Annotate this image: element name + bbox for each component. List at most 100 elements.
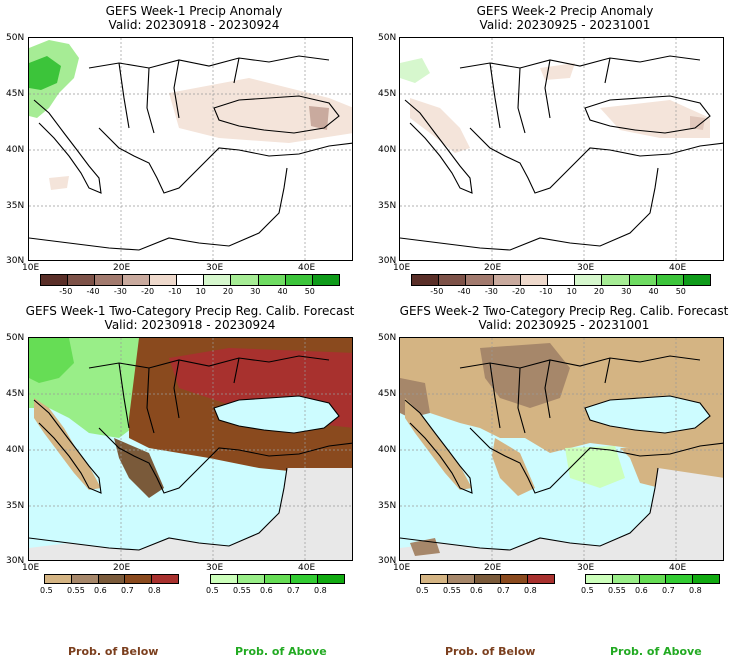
colorbar-segment — [629, 275, 657, 285]
colorbar-label: -40 — [86, 287, 100, 296]
p4-lat-50: 50N — [378, 333, 397, 343]
colorbar-segment — [95, 275, 123, 285]
colorbar-label: -10 — [168, 287, 182, 296]
colorbar-label: 0.5 — [40, 586, 53, 595]
p4-lon-10: 10E — [393, 563, 411, 573]
colorbar-segment — [318, 575, 344, 583]
panel4-title-line2: Valid: 20230925 - 20231001 — [478, 318, 650, 332]
green-anomaly-area — [400, 58, 430, 83]
map-panel2-svg — [400, 38, 723, 260]
colorbar-label: 20 — [222, 287, 234, 296]
colorbar-segment — [520, 275, 548, 285]
p3-lon-10: 10E — [22, 563, 40, 573]
dry-anomaly-small — [49, 176, 69, 190]
colorbar-label: 20 — [593, 287, 605, 296]
colorbar-label: -50 — [430, 287, 444, 296]
colorbar-segment — [68, 275, 96, 285]
p4-below-colorbar — [420, 574, 555, 584]
colorbar-segment — [439, 275, 467, 285]
below-prob-greece — [114, 438, 164, 498]
p4-above-colorbar — [585, 574, 720, 584]
p4-lat-30: 30N — [378, 556, 397, 566]
colorbar-label: 40 — [277, 287, 288, 296]
black-sea — [214, 396, 339, 433]
p4-lat-40: 40N — [378, 445, 397, 455]
colorbar-label: 0.6 — [635, 586, 648, 595]
p1-lon-20: 20E — [113, 263, 131, 273]
green-anomaly-core — [29, 56, 61, 90]
p2-lat-50: 50N — [378, 33, 397, 43]
colorbar-label: 0.7 — [287, 586, 300, 595]
colorbar-segment — [547, 275, 576, 285]
colorbar-segment — [666, 575, 694, 583]
colorbar-segment — [122, 275, 150, 285]
panel1-title: GEFS Week-1 Precip Anomaly Valid: 202309… — [28, 4, 360, 32]
p3-lat-45: 45N — [6, 389, 25, 399]
land-missing — [29, 468, 352, 560]
colorbar-segment — [264, 575, 292, 583]
dry-anomaly-north — [540, 63, 575, 80]
panel3-title-line2: Valid: 20230918 - 20230924 — [104, 318, 276, 332]
p1-anomaly-colorbar — [40, 274, 340, 286]
colorbar-segment — [312, 275, 340, 285]
colorbar-segment — [152, 575, 178, 583]
p4-below-colorbar-labels: 0.5 0.55 0.6 0.7 0.8 — [416, 586, 555, 596]
colorbar-segment — [412, 275, 440, 285]
colorbar-segment — [45, 575, 72, 583]
colorbar-segment — [466, 275, 494, 285]
p1-lat-50: 50N — [6, 33, 25, 43]
map-panel3-svg — [29, 338, 352, 560]
colorbar-label: 0.5 — [581, 586, 594, 595]
p2-lon-30: 30E — [577, 263, 595, 273]
p3-above-colorbar-labels: 0.5 0.55 0.6 0.7 0.8 — [206, 586, 345, 596]
black-sea — [585, 396, 710, 433]
colorbar-label: 0.8 — [689, 586, 702, 595]
p1-lon-30: 30E — [206, 263, 224, 273]
panel1-title-line2: Valid: 20230918 - 20230924 — [108, 18, 280, 32]
colorbar-label: 0.6 — [470, 586, 483, 595]
p3-above-colorbar — [210, 574, 345, 584]
p3-lon-30: 30E — [206, 563, 224, 573]
colorbar-segment — [612, 575, 640, 583]
colorbar-label: 50 — [304, 287, 315, 296]
footer-below-label-left: Prob. of Below — [68, 645, 159, 658]
colorbar-segment — [125, 575, 153, 583]
above-prob-turkey — [565, 446, 625, 488]
colorbar-label: -40 — [457, 287, 471, 296]
colorbar-segment — [501, 575, 529, 583]
p3-lon-20: 20E — [113, 563, 131, 573]
colorbar-label: 0.8 — [314, 586, 327, 595]
colorbar-label: 0.55 — [443, 586, 461, 595]
colorbar-label: 0.7 — [662, 586, 675, 595]
colorbar-label: 50 — [675, 287, 686, 296]
colorbar-segment — [258, 275, 286, 285]
map-panel1-svg — [29, 38, 352, 260]
p4-above-colorbar-labels: 0.5 0.55 0.6 0.7 0.8 — [581, 586, 720, 596]
panel3-title-line1: GEFS Week-1 Two-Category Precip Reg. Cal… — [25, 304, 355, 318]
p1-lat-45: 45N — [6, 89, 25, 99]
colorbar-segment — [71, 575, 99, 583]
colorbar-label: 30 — [250, 287, 261, 296]
colorbar-label: -50 — [59, 287, 73, 296]
colorbar-label: 0.55 — [608, 586, 626, 595]
p4-lat-45: 45N — [378, 389, 397, 399]
panel2-title-line2: Valid: 20230925 - 20231001 — [479, 18, 651, 32]
p2-lon-20: 20E — [484, 263, 502, 273]
below-prob-greece — [492, 438, 535, 496]
colorbar-label: 0.8 — [524, 586, 537, 595]
below-prob-italy — [34, 398, 101, 490]
p3-below-colorbar-labels: 0.5 0.55 0.6 0.7 0.8 — [40, 586, 179, 596]
colorbar-segment — [211, 575, 238, 583]
p3-lat-35: 35N — [6, 501, 25, 511]
dry-anomaly-core — [690, 116, 705, 130]
colorbar-label: 0.6 — [94, 586, 107, 595]
map-panel4-svg — [400, 338, 723, 560]
map-panel2 — [399, 37, 724, 261]
footer-above-label-left: Prob. of Above — [235, 645, 327, 658]
p1-lon-40: 40E — [298, 263, 316, 273]
footer-below-label-right: Prob. of Below — [445, 645, 536, 658]
colorbar-label: 0.8 — [148, 586, 161, 595]
colorbar-label: 10 — [195, 287, 206, 296]
p4-lon-20: 20E — [484, 563, 502, 573]
map-panel4 — [399, 337, 724, 561]
